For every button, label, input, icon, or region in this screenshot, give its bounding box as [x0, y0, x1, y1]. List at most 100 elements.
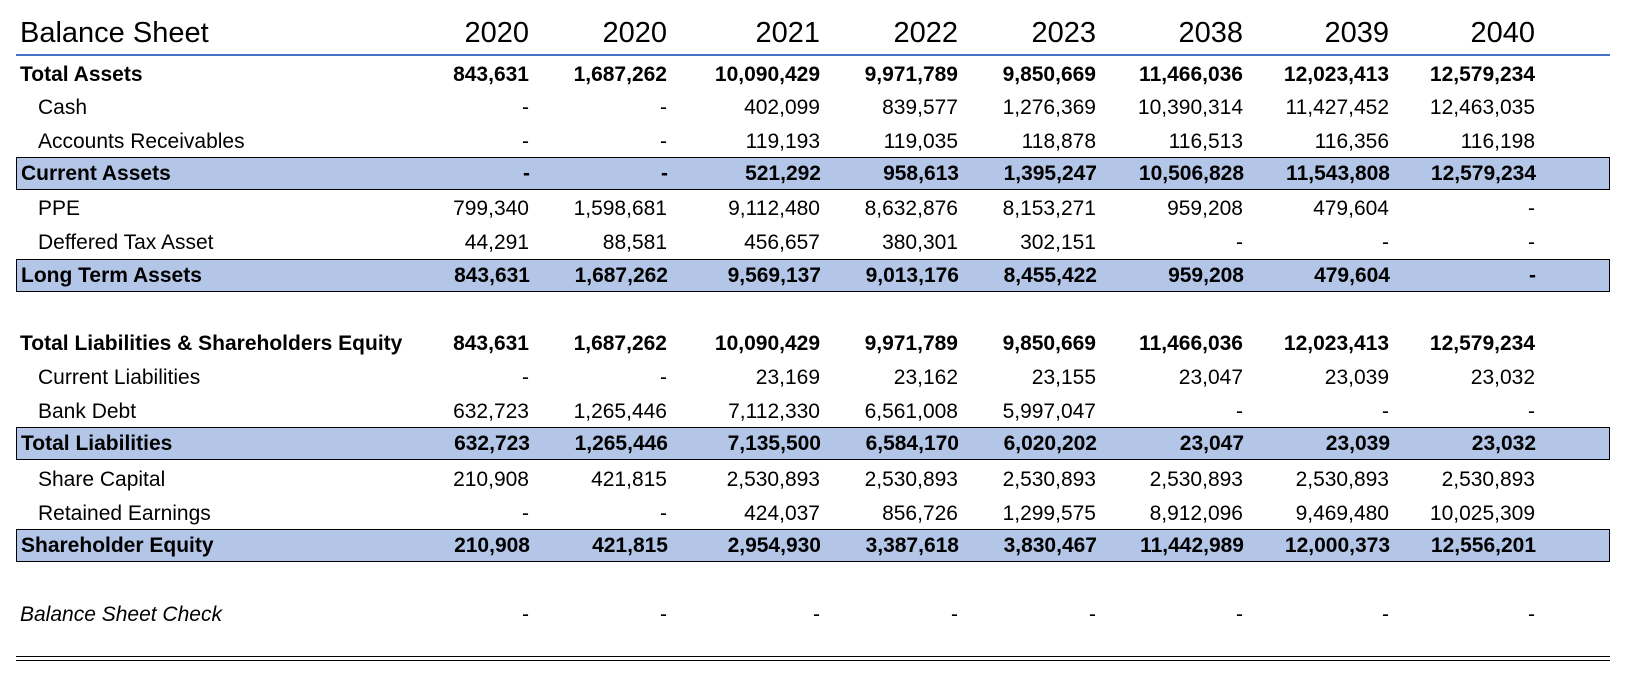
row-label: Retained Earnings	[38, 502, 211, 525]
value-cell: 421,815	[591, 468, 667, 491]
value-cell: -	[813, 603, 820, 626]
value-cell: 10,025,309	[1429, 502, 1535, 525]
row-accounts-receivables: Accounts Receivables - - 119,193 119,035 118,…	[16, 125, 1610, 158]
value-cell: 12,463,035	[1429, 96, 1535, 119]
value-cell: -	[1528, 400, 1535, 423]
year-header: 2023	[1031, 17, 1096, 49]
value-cell: 1,276,369	[1002, 96, 1096, 119]
value-cell: -	[660, 130, 667, 153]
value-cell: -	[522, 366, 529, 389]
value-cell: 3,387,618	[865, 534, 959, 557]
value-cell: 23,032	[1470, 366, 1535, 389]
value-cell: -	[1236, 231, 1243, 254]
sheet-title: Balance Sheet	[20, 17, 209, 49]
value-cell: 1,598,681	[573, 197, 667, 220]
value-cell: 6,561,008	[864, 400, 958, 423]
row-label: Current Assets	[21, 162, 171, 185]
row-bank-debt: Bank Debt 632,723 1,265,446 7,112,330 6,561,…	[16, 395, 1610, 428]
row-total-liabilities-equity: Total Liabilities & Shareholders Equity 8…	[16, 327, 1610, 360]
row-shareholder-equity: Shareholder Equity 210,908 421,815 2,954,93…	[16, 529, 1610, 562]
value-cell: 23,039	[1324, 366, 1389, 389]
value-cell: 12,579,234	[1429, 332, 1535, 355]
value-cell: 521,292	[745, 162, 821, 185]
year-header: 2021	[755, 17, 820, 49]
value-cell: -	[1382, 231, 1389, 254]
value-cell: 9,469,480	[1295, 502, 1389, 525]
row-total-liabilities: Total Liabilities 632,723 1,265,446 7,135,5…	[16, 427, 1610, 460]
row-current-assets: Current Assets - - 521,292 958,613 1,395,247 1…	[16, 157, 1610, 190]
row-label: Total Liabilities	[21, 432, 173, 455]
value-cell: 23,162	[893, 366, 958, 389]
value-cell: 1,687,262	[574, 264, 668, 287]
value-cell: 843,631	[453, 332, 529, 355]
value-cell: 10,090,429	[714, 63, 820, 86]
row-current-liabilities: Current Liabilities - - 23,169 23,162 23,155 2…	[16, 361, 1610, 394]
value-cell: 23,155	[1031, 366, 1096, 389]
row-label: PPE	[38, 197, 81, 220]
value-cell: 11,466,036	[1139, 332, 1243, 355]
value-cell: 88,581	[602, 231, 667, 254]
year-header: 2039	[1324, 17, 1389, 49]
value-cell: 479,604	[1313, 197, 1389, 220]
row-label: Accounts Receivables	[38, 130, 245, 153]
row-label: Long Term Assets	[21, 264, 202, 287]
value-cell: -	[523, 162, 530, 185]
value-cell: 9,112,480	[728, 197, 820, 220]
value-cell: -	[522, 96, 529, 119]
value-cell: 2,530,893	[1002, 468, 1096, 491]
value-cell: 2,530,893	[1295, 468, 1389, 491]
row-label: Share Capital	[38, 468, 166, 491]
value-cell: 632,723	[454, 432, 530, 455]
value-cell: 959,208	[1168, 264, 1244, 287]
value-cell: 44,291	[464, 231, 529, 254]
year-header: 2020	[464, 17, 529, 49]
value-cell: -	[1089, 603, 1096, 626]
row-label: Bank Debt	[38, 400, 137, 423]
value-cell: -	[1236, 603, 1243, 626]
value-cell: 12,000,373	[1284, 534, 1390, 557]
row-label: Balance Sheet Check	[20, 603, 222, 626]
value-cell: 1,395,247	[1003, 162, 1097, 185]
row-label: Current Liabilities	[38, 366, 201, 389]
value-cell: 23,047	[1179, 432, 1244, 455]
value-cell: 7,112,330	[728, 400, 820, 423]
value-cell: 11,466,036	[1139, 63, 1243, 86]
value-cell: 6,020,202	[1003, 432, 1097, 455]
value-cell: -	[1528, 197, 1535, 220]
value-cell: 12,023,413	[1283, 63, 1389, 86]
value-cell: 116,513	[1168, 130, 1243, 153]
row-retained-earnings: Retained Earnings - - 424,037 856,726 1,299,5…	[16, 497, 1610, 530]
row-label: Total Liabilities & Shareholders Equity	[20, 332, 403, 355]
value-cell: 116,356	[1314, 130, 1389, 153]
value-cell: 2,954,930	[727, 534, 821, 557]
value-cell: 380,301	[882, 231, 958, 254]
value-cell: 6,584,170	[865, 432, 959, 455]
value-cell: 8,632,876	[864, 197, 958, 220]
value-cell: 116,198	[1460, 130, 1535, 153]
value-cell: 11,543,808	[1286, 162, 1390, 185]
value-cell: 12,579,234	[1429, 63, 1535, 86]
value-cell: -	[660, 366, 667, 389]
value-cell: 23,169	[755, 366, 820, 389]
bottom-double-rule	[16, 656, 1610, 661]
value-cell: 1,687,262	[573, 332, 667, 355]
value-cell: -	[522, 603, 529, 626]
value-cell: 10,390,314	[1137, 96, 1243, 119]
value-cell: 12,023,413	[1283, 332, 1389, 355]
value-cell: 23,039	[1325, 432, 1390, 455]
header-rule	[16, 54, 1610, 56]
value-cell: 424,037	[744, 502, 820, 525]
value-cell: 456,657	[744, 231, 820, 254]
year-header: 2020	[602, 17, 667, 49]
year-header: 2022	[893, 17, 958, 49]
row-cash: Cash - - 402,099 839,577 1,276,369 10,390,314 1…	[16, 91, 1610, 124]
value-cell: 799,340	[453, 197, 529, 220]
row-label: Shareholder Equity	[21, 534, 214, 557]
year-header: 2040	[1470, 17, 1535, 49]
value-cell: -	[1528, 603, 1535, 626]
value-cell: 210,908	[453, 468, 529, 491]
value-cell: 119,193	[745, 130, 820, 153]
value-cell: 632,723	[453, 400, 529, 423]
value-cell: 479,604	[1314, 264, 1390, 287]
value-cell: 9,971,789	[864, 332, 958, 355]
